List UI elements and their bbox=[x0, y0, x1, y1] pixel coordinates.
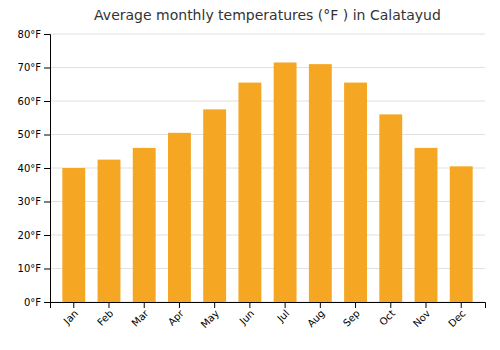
bar bbox=[344, 83, 367, 302]
tick-label: Dec bbox=[446, 308, 467, 329]
bars bbox=[62, 62, 472, 302]
tick-label: Mar bbox=[129, 307, 151, 329]
bar bbox=[274, 62, 297, 302]
grid-line bbox=[50, 34, 485, 35]
tick: May bbox=[199, 302, 221, 330]
tick-mark bbox=[285, 302, 286, 308]
tick-label: 50°F bbox=[18, 129, 42, 140]
tick: Jun bbox=[237, 302, 257, 327]
tick-mark bbox=[44, 235, 50, 236]
bar bbox=[450, 166, 473, 302]
tick-label: Jun bbox=[237, 308, 257, 328]
tick-mark bbox=[390, 302, 391, 308]
tick: Jul bbox=[274, 302, 291, 325]
tick: 70°F bbox=[18, 62, 50, 73]
tick: Sep bbox=[341, 302, 362, 329]
tick-label: 10°F bbox=[18, 263, 42, 274]
bar bbox=[309, 64, 332, 302]
tick-mark bbox=[44, 302, 50, 303]
tick-label: 60°F bbox=[18, 96, 42, 107]
tick: Aug bbox=[305, 302, 327, 329]
tick: 50°F bbox=[18, 129, 50, 140]
tick-label: Apr bbox=[166, 307, 187, 328]
bar bbox=[62, 168, 85, 302]
bar bbox=[238, 83, 261, 302]
tick-label: 40°F bbox=[18, 163, 42, 174]
tick: 30°F bbox=[18, 196, 50, 207]
tick: Oct bbox=[377, 302, 397, 328]
tick-label: Aug bbox=[305, 308, 327, 330]
tick-mark bbox=[144, 302, 145, 308]
y-axis: 0°F 10°F 20°F 30°F 40°F 50°F 60°F 70°F 80°F bbox=[18, 29, 51, 308]
tick: 20°F bbox=[18, 230, 50, 241]
tick-label: 70°F bbox=[18, 62, 42, 73]
tick-label: Nov bbox=[411, 308, 433, 330]
grid-line bbox=[50, 67, 485, 68]
bar bbox=[379, 114, 402, 302]
tick-mark bbox=[44, 68, 50, 69]
tick-label: Feb bbox=[95, 308, 115, 328]
tick-mark bbox=[355, 302, 356, 308]
x-axis: Jan Feb Mar Apr May Jun Jul Aug Sep Oct Nov Dec bbox=[51, 302, 486, 330]
tick-mark bbox=[73, 302, 74, 308]
tick: Dec bbox=[446, 302, 467, 329]
tick-label: Jan bbox=[61, 308, 80, 327]
bar bbox=[168, 133, 191, 302]
grid bbox=[50, 34, 485, 302]
tick-mark bbox=[214, 302, 215, 308]
tick-mark bbox=[44, 135, 50, 136]
tick-label: Sep bbox=[341, 308, 362, 329]
tick-mark bbox=[44, 202, 50, 203]
tick-mark bbox=[320, 302, 321, 308]
axis-line bbox=[44, 35, 51, 303]
bar bbox=[415, 148, 438, 302]
chart: 0°F 10°F 20°F 30°F 40°F 50°F 60°F 70°F 80°F Jan Fe… bbox=[0, 0, 500, 350]
bar bbox=[203, 109, 226, 302]
tick: Mar bbox=[129, 302, 151, 329]
tick: 0°F bbox=[24, 297, 50, 308]
tick-mark bbox=[44, 34, 50, 35]
tick: Feb bbox=[95, 302, 115, 328]
tick-label: 30°F bbox=[18, 196, 42, 207]
tick: 40°F bbox=[18, 163, 50, 174]
tick-mark bbox=[461, 302, 462, 308]
tick-label: 0°F bbox=[24, 297, 41, 308]
bar bbox=[98, 160, 121, 302]
tick-mark bbox=[108, 302, 109, 308]
tick-label: Jul bbox=[274, 308, 291, 325]
tick-label: Oct bbox=[377, 308, 397, 328]
tick-label: 80°F bbox=[18, 29, 42, 40]
tick: Jan bbox=[61, 302, 80, 327]
tick-mark bbox=[249, 302, 250, 308]
axis-line bbox=[51, 303, 486, 309]
tick: 60°F bbox=[18, 96, 50, 107]
tick-label: May bbox=[199, 308, 221, 330]
grid-line bbox=[50, 134, 485, 135]
tick-mark bbox=[44, 101, 50, 102]
tick-mark bbox=[44, 168, 50, 169]
tick-mark bbox=[44, 269, 50, 270]
title: Average monthly temperatures (°F ) in Ca… bbox=[94, 7, 441, 23]
tick: Nov bbox=[411, 302, 433, 329]
tick: 10°F bbox=[18, 263, 50, 274]
tick: Apr bbox=[166, 302, 187, 328]
grid-line bbox=[50, 101, 485, 102]
tick-label: 20°F bbox=[18, 230, 42, 241]
tick-mark bbox=[179, 302, 180, 308]
tick: 80°F bbox=[18, 29, 50, 40]
bar bbox=[133, 148, 156, 302]
tick-mark bbox=[426, 302, 427, 308]
